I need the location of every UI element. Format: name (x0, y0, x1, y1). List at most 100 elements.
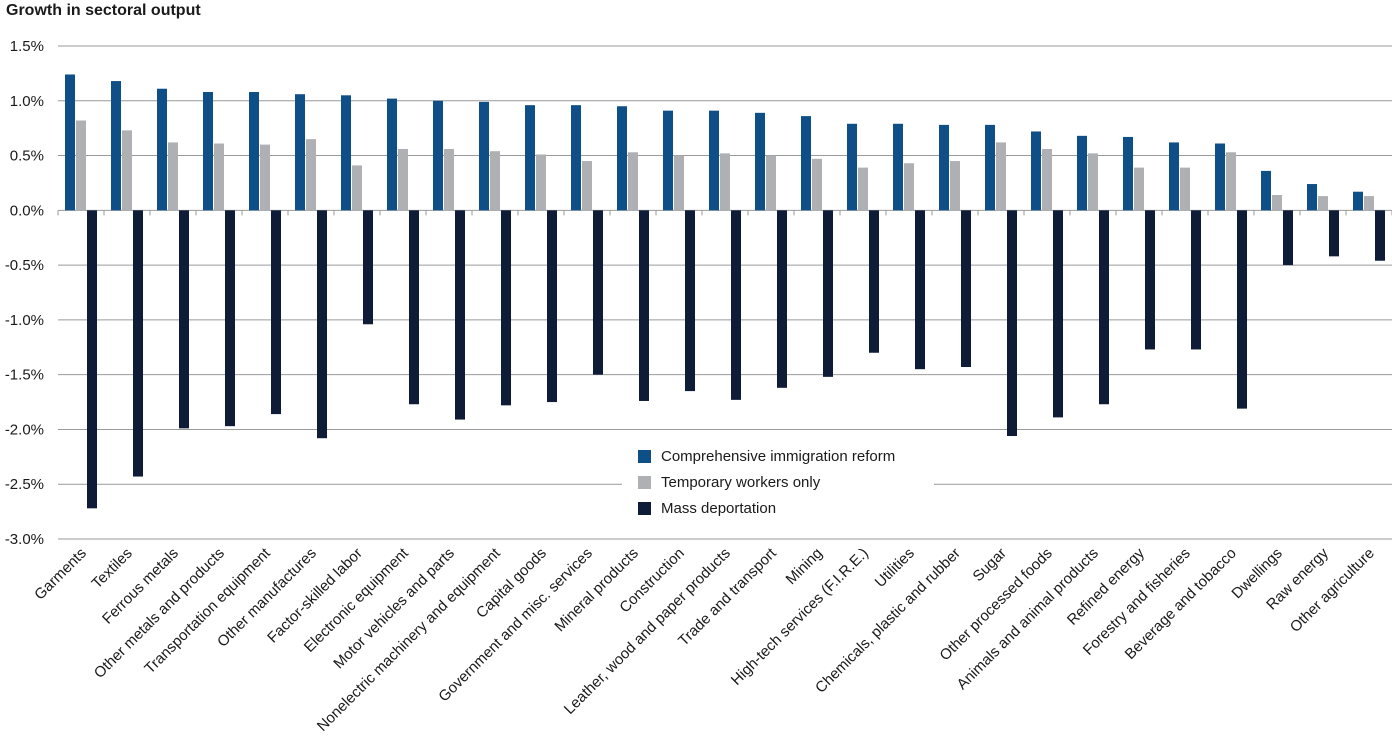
bar-deportation (455, 210, 465, 420)
bar-temporary (950, 161, 960, 211)
bar-reform (341, 95, 351, 211)
bar-deportation (409, 210, 419, 405)
bar-reform (571, 105, 581, 211)
y-axis-labels: 1.5% 1.0% 0.5% 0.0% -0.5% -1.0% -1.5% -2.0% -2.5… (5, 38, 44, 548)
bar-temporary (582, 161, 592, 211)
bar-reform (479, 101, 489, 211)
x-category-label: Mining (783, 545, 826, 588)
bar-deportation (501, 210, 511, 406)
bar-temporary (352, 165, 362, 211)
legend-label-temporary: Temporary workers only (661, 473, 821, 491)
bar-reform (433, 100, 443, 211)
bar-temporary (536, 154, 546, 211)
bar-reform (1307, 184, 1317, 211)
chart-title: Growth in sectoral output (6, 2, 201, 19)
bar-temporary (306, 139, 316, 211)
bar-temporary (1180, 167, 1190, 211)
bar-temporary (1088, 153, 1098, 211)
bar-deportation (1237, 210, 1247, 409)
bar-temporary (720, 153, 730, 211)
bar-temporary (674, 155, 684, 211)
bar-deportation (133, 210, 143, 477)
legend-label-reform: Comprehensive immigration reform (661, 447, 896, 465)
bar-temporary (1318, 196, 1328, 211)
bar-temporary (1272, 194, 1282, 211)
bar-deportation (1283, 210, 1293, 266)
bar-temporary (1042, 148, 1052, 211)
bar-temporary (1364, 196, 1374, 211)
bar-temporary (444, 148, 454, 211)
x-category-label: Leather, wood and paper products (561, 545, 734, 718)
bar-temporary (1134, 167, 1144, 211)
bar-deportation (1053, 210, 1063, 418)
bar-reform (755, 112, 765, 211)
bar-reform (1353, 191, 1363, 211)
x-category-label: Garments (31, 545, 90, 604)
bar-deportation (777, 210, 787, 388)
legend-swatch-reform (638, 449, 651, 463)
bar-temporary (398, 148, 408, 211)
y-tick-label: 1.0% (10, 93, 44, 110)
bar-temporary (766, 155, 776, 211)
bar-deportation (869, 210, 879, 353)
bar-temporary (168, 142, 178, 211)
bar-deportation (87, 210, 97, 509)
bar-deportation (731, 210, 741, 400)
legend-swatch-temporary (638, 475, 651, 489)
bar-deportation (225, 210, 235, 427)
bar-reform (1261, 170, 1271, 211)
bar-reform (157, 88, 167, 211)
bar-temporary (76, 120, 86, 211)
bar-deportation (823, 210, 833, 377)
y-tick-label: -0.5% (5, 257, 44, 274)
bar-deportation (639, 210, 649, 401)
legend-label-deportation: Mass deportation (661, 499, 777, 517)
bar-reform (893, 123, 903, 211)
y-tick-label: -3.0% (5, 531, 44, 548)
bar-reform (939, 124, 949, 211)
bar-temporary (122, 130, 132, 211)
bar-deportation (179, 210, 189, 429)
y-tick-label: -1.5% (5, 367, 44, 384)
bar-reform (847, 123, 857, 211)
bar-deportation (1329, 210, 1339, 257)
bar-temporary (214, 143, 224, 211)
bar-temporary (1226, 152, 1236, 211)
bar-deportation (961, 210, 971, 367)
bar-reform (525, 105, 535, 211)
y-tick-label: -1.0% (5, 312, 44, 329)
bar-reform (295, 94, 305, 211)
bar-deportation (915, 210, 925, 370)
bar-temporary (996, 142, 1006, 211)
bar-deportation (1191, 210, 1201, 350)
bar-temporary (628, 152, 638, 211)
legend-item-temporary: Temporary workers only (638, 472, 820, 492)
bar-reform (985, 124, 995, 211)
legend-swatch-deportation (638, 501, 651, 515)
bar-deportation (547, 210, 557, 403)
y-tick-label: 0.0% (10, 202, 44, 219)
bar-reform (663, 110, 673, 211)
y-tick-label: -2.0% (5, 421, 44, 438)
bar-reform (387, 98, 397, 211)
bar-deportation (1099, 210, 1109, 405)
bar-reform (203, 92, 213, 211)
legend-item-deportation: Mass deportation (638, 498, 776, 518)
bar-reform (1169, 142, 1179, 211)
legend: Comprehensive immigration reform Tempora… (622, 440, 934, 524)
bar-temporary (858, 167, 868, 211)
bar-temporary (812, 158, 822, 211)
bar-deportation (685, 210, 695, 392)
x-category-label: Other agriculture (1287, 545, 1378, 636)
y-tick-label: 1.5% (10, 38, 44, 55)
bar-reform (617, 106, 627, 211)
bar-deportation (317, 210, 327, 439)
bar-deportation (1375, 210, 1385, 261)
y-tick-label: -2.5% (5, 476, 44, 493)
bar-temporary (260, 144, 270, 211)
legend-item-reform: Comprehensive immigration reform (638, 446, 895, 466)
bar-reform (65, 74, 75, 211)
bar-reform (1077, 135, 1087, 211)
bar-reform (801, 116, 811, 211)
